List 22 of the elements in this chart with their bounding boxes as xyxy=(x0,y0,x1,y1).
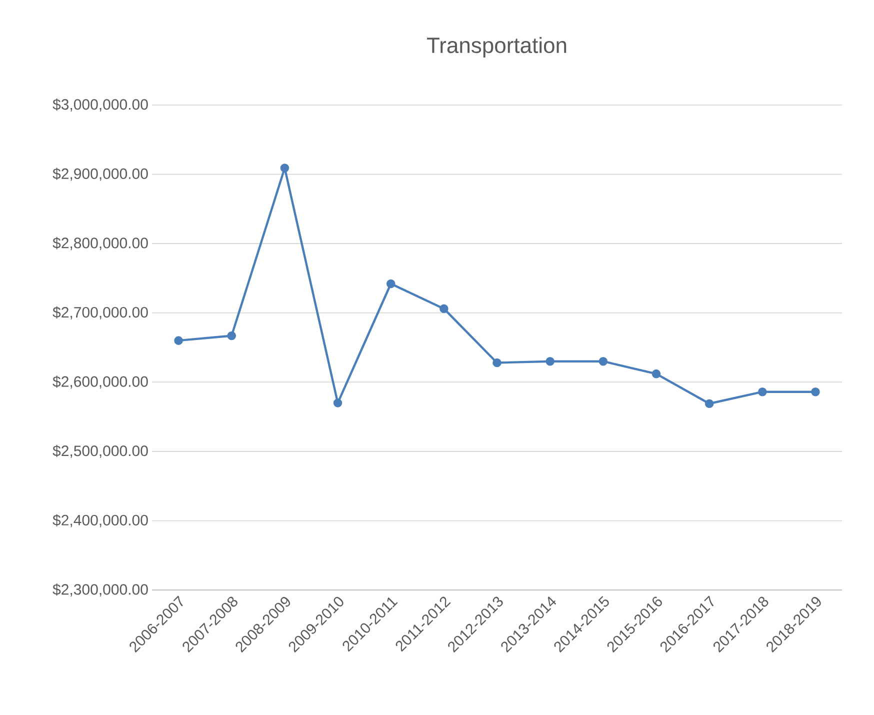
y-tick-label: $2,300,000.00 xyxy=(52,583,148,597)
point xyxy=(598,356,608,366)
point xyxy=(440,304,448,314)
point xyxy=(758,387,767,396)
point xyxy=(386,279,396,288)
point xyxy=(811,387,820,396)
point xyxy=(492,358,502,368)
y-tick-label: $3,000,000.00 xyxy=(52,98,148,112)
y-tick-label: $2,800,000.00 xyxy=(52,237,148,250)
point xyxy=(227,331,236,340)
point xyxy=(546,356,554,366)
point xyxy=(652,369,661,378)
y-tick-label: $2,600,000.00 xyxy=(52,376,148,389)
chart-title: Transportation xyxy=(426,36,566,58)
y-tick-label: $2,500,000.00 xyxy=(52,444,148,458)
y-tick-label: $2,900,000.00 xyxy=(52,168,148,181)
point xyxy=(280,164,290,172)
y-tick-label: $2,700,000.00 xyxy=(52,306,148,320)
point xyxy=(704,399,714,408)
point xyxy=(333,398,342,408)
y-tick-label: $2,400,000.00 xyxy=(52,514,148,528)
point xyxy=(174,336,183,345)
